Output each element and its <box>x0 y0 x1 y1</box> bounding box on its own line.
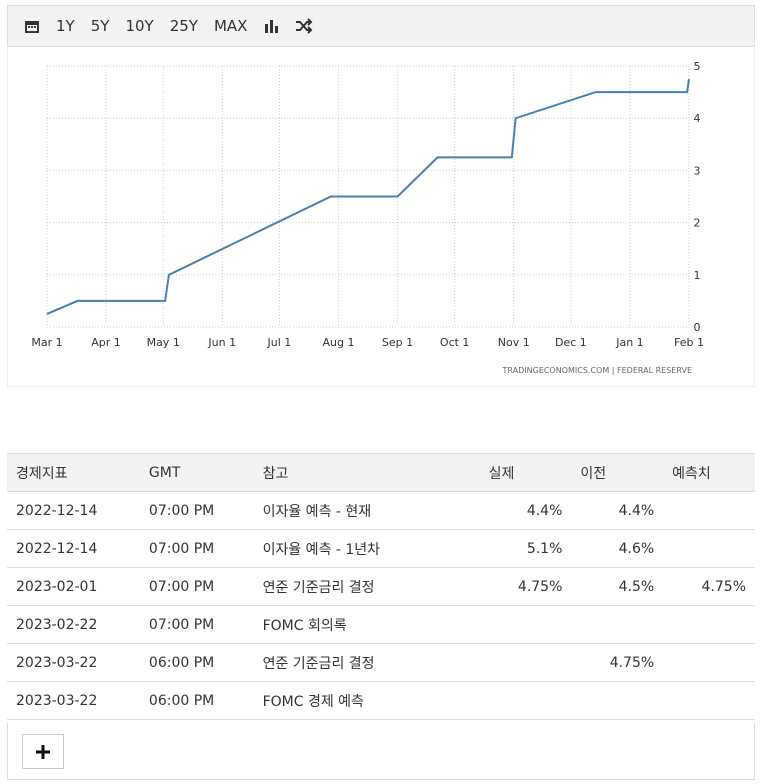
table-cell: FOMC 경제 예측 <box>253 681 480 720</box>
x-tick-label: Aug 1 <box>322 336 354 349</box>
table-cell <box>663 643 755 682</box>
y-tick-label: 4 <box>694 112 701 125</box>
table-cell: 4.5% <box>571 567 664 606</box>
line <box>46 78 690 315</box>
table-cell: 2023-03-22 <box>7 643 140 682</box>
x-tick-label: May 1 <box>147 336 180 349</box>
table-row: 2023-02-01 07:00 PM 연준 기준금리 결정 4.75% 4.5% 4.7… <box>7 567 755 606</box>
table-cell: 연준 기준금리 결정 <box>253 643 480 682</box>
x-tick-label: Mar 1 <box>31 336 62 349</box>
table-cell: 07:00 PM <box>139 567 254 606</box>
table-cell: 연준 기준금리 결정 <box>253 567 480 606</box>
table-cell: 06:00 PM <box>139 681 254 720</box>
table-cell <box>571 605 664 644</box>
table-cell <box>479 605 572 644</box>
table-cell: 이자율 예측 - 현재 <box>253 491 480 530</box>
table-cell <box>571 681 664 720</box>
table-cell: 2022-12-14 <box>7 529 140 568</box>
x-tick-label: Oct 1 <box>440 336 470 349</box>
table-footer <box>7 723 755 780</box>
y-tick-label: 3 <box>694 164 701 177</box>
range-button[interactable]: MAX <box>213 17 248 35</box>
range-button[interactable]: 5Y <box>90 17 110 35</box>
x-tick-label: Jul 1 <box>267 336 292 349</box>
table-cell: 4.75% <box>571 643 664 682</box>
range-button[interactable]: 10Y <box>125 17 154 35</box>
expand-button[interactable] <box>22 734 64 769</box>
x-tick-label: Jun 1 <box>207 336 236 349</box>
table-cell: 06:00 PM <box>139 643 254 682</box>
table-row: 2023-03-22 06:00 PM 연준 기준금리 결정 4.75% <box>7 643 755 682</box>
x-tick-label: Jan 1 <box>615 336 643 349</box>
table-cell: 2022-12-14 <box>7 491 140 530</box>
y-tick-label: 0 <box>694 321 701 334</box>
table-cell <box>663 681 755 720</box>
table-cell: 2023-02-22 <box>7 605 140 644</box>
table-row: 2022-12-14 07:00 PM 이자율 예측 - 1년차 5.1% 4.6% <box>7 529 755 568</box>
column-header: 이전 <box>571 453 664 492</box>
range-button[interactable]: 25Y <box>169 17 198 35</box>
toolbar: 1Y 5Y 10Y 25Y MAX <box>7 5 755 47</box>
table-cell: 4.75% <box>479 567 572 606</box>
table-row: 2022-12-14 07:00 PM 이자율 예측 - 현재 4.4% 4.4% <box>7 491 755 530</box>
table-cell: 07:00 PM <box>139 529 254 568</box>
table-cell <box>479 681 572 720</box>
x-tick-label: Sep 1 <box>382 336 413 349</box>
y-tick-label: 5 <box>694 60 701 73</box>
x-tick-label: Nov 1 <box>498 336 530 349</box>
column-header: GMT <box>139 453 254 492</box>
table-cell <box>663 529 755 568</box>
table-cell: 2023-03-22 <box>7 681 140 720</box>
x-tick-label: Apr 1 <box>91 336 121 349</box>
column-header: 경제지표 <box>7 453 140 492</box>
bar-icon[interactable] <box>263 18 279 34</box>
table-cell: 4.4% <box>571 491 664 530</box>
x-tick-label: Feb 1 <box>674 336 704 349</box>
calendar-icon[interactable] <box>24 18 40 34</box>
chart: TRADINGECONOMICS.COM | FEDERAL RESERVE 0… <box>31 60 704 375</box>
range-button[interactable]: 1Y <box>56 17 75 35</box>
table-cell: 2023-02-01 <box>7 567 140 606</box>
table-cell: FOMC 회의록 <box>253 605 480 644</box>
table-cell: 4.75% <box>663 567 755 606</box>
y-tick-label: 2 <box>694 217 701 230</box>
table-cell: 4.6% <box>571 529 664 568</box>
column-header: 참고 <box>253 453 480 492</box>
chart-source: TRADINGECONOMICS.COM | FEDERAL RESERVE <box>501 366 692 375</box>
table-row: 2023-03-22 06:00 PM FOMC 경제 예측 <box>7 681 755 720</box>
y-tick-label: 1 <box>694 269 701 282</box>
table-row: 2023-02-22 07:00 PM FOMC 회의록 <box>7 605 755 644</box>
table-cell: 이자율 예측 - 1년차 <box>253 529 480 568</box>
table-cell: 4.4% <box>479 491 572 530</box>
x-tick-label: Dec 1 <box>555 336 587 349</box>
column-header: 실제 <box>479 453 572 492</box>
chart-panel <box>7 46 755 387</box>
table-cell <box>663 605 755 644</box>
shuffle-icon[interactable] <box>295 18 313 34</box>
table-cell <box>479 643 572 682</box>
column-header: 예측치 <box>663 453 755 492</box>
table-cell <box>663 491 755 530</box>
table-cell: 5.1% <box>479 529 572 568</box>
calendar-table: 경제지표 GMT 참고 실제 이전 예측치 2022-12-14 07:00 PM 이자율 예측… <box>7 453 755 720</box>
table-cell: 07:00 PM <box>139 605 254 644</box>
table-cell: 07:00 PM <box>139 491 254 530</box>
